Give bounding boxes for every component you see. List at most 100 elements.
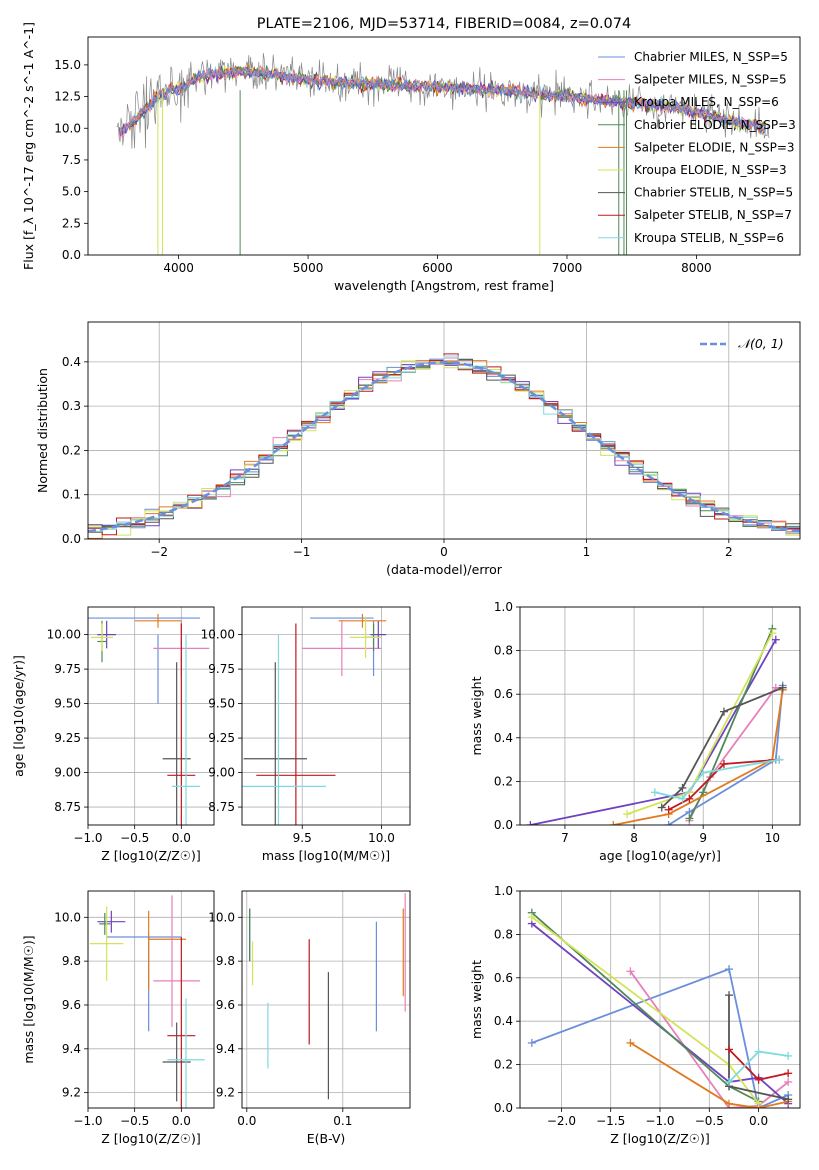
y-tick-label: 0.4: [494, 731, 513, 745]
legend-label: Chabrier STELIB, N_SSP=5: [634, 186, 793, 200]
x-tick-label: 5000: [293, 261, 324, 275]
data-point: [134, 613, 182, 628]
y-tick-label: 9.75: [54, 662, 81, 676]
x-tick-label: 7: [561, 831, 569, 845]
y-tick-label: 5.0: [62, 185, 81, 199]
y-tick-label: 10.00: [201, 628, 235, 642]
panel-spectrum: 4000 5000 6000 7000 8000 0.0 2.5 5.0 7.5 10.0 12.5…: [21, 16, 801, 293]
x-tick-label: 7000: [552, 261, 583, 275]
x-tick-label: 0.0: [237, 1114, 256, 1128]
data-point: [338, 613, 387, 628]
data-point: [349, 616, 382, 659]
y-tick-label: 0.6: [494, 971, 513, 985]
data-point: [97, 910, 126, 933]
weight-line-5: [626, 632, 774, 815]
legend-label: Salpeter ELODIE, N_SSP=3: [634, 140, 795, 154]
y-tick-label: 0.3: [62, 399, 81, 413]
weight-line-2: [531, 922, 789, 1105]
panel-mass-vs-ebv: 0.0 0.1 9.2 9.4 9.6 9.8 10.0 E(B-V): [208, 890, 411, 1146]
marker: [626, 1038, 635, 1047]
weight-line-1: [629, 970, 789, 1108]
axes-frame: [87, 321, 801, 540]
y-tick-label: 9.25: [208, 731, 235, 745]
chart-title: PLATE=2106, MJD=53714, FIBERID=0084, z=0…: [257, 16, 631, 32]
y-tick-label: 0.8: [494, 644, 513, 658]
legend-label: Kroupa STELIB, N_SSP=6: [634, 231, 784, 245]
y-tick-label: 10.0: [54, 121, 81, 135]
weight-line-7: [668, 758, 780, 811]
marker: [685, 814, 694, 823]
data-point: [370, 620, 387, 649]
marker: [527, 913, 536, 922]
panel-mass-vs-Z: −1.0 −0.5 0.0 9.2 9.4 9.6 9.8 10.0 Z [log10(Z/Z☉…: [21, 890, 215, 1146]
y-tick-label: 9.6: [216, 998, 235, 1012]
plot-area: [249, 893, 406, 1100]
y-tick-label: 9.4: [62, 1042, 81, 1056]
marker: [784, 1095, 793, 1104]
axes-frame: [241, 606, 411, 826]
histogram-5: [88, 360, 800, 536]
x-tick-label: 10: [765, 831, 780, 845]
y-tick-label: 0.0: [494, 818, 513, 832]
y-tick-label: 0.2: [494, 774, 513, 788]
x-tick-label: 8: [630, 831, 638, 845]
y-tick-label: 9.00: [54, 766, 81, 780]
x-tick-label: 0: [440, 545, 448, 559]
y-tick-label: 9.4: [216, 1042, 235, 1056]
weight-line-4: [629, 1042, 789, 1108]
normal-curve: [88, 361, 800, 533]
y-tick-label: 9.50: [54, 697, 81, 711]
axes-frame: [519, 890, 801, 1109]
y-tick-label: 0.1: [62, 488, 81, 502]
y-axis-label: age [log10(age/yr)]: [11, 655, 26, 777]
data-point: [99, 912, 111, 935]
data-point: [97, 620, 116, 649]
x-axis-label: age [log10(age/yr)]: [599, 848, 721, 863]
legend-label: Salpeter STELIB, N_SSP=7: [634, 208, 792, 222]
y-tick-label: 9.2: [62, 1086, 81, 1100]
y-tick-label: 7.5: [62, 153, 81, 167]
plot-area: [89, 895, 205, 1108]
marker: [664, 805, 673, 814]
y-tick-label: 8.75: [54, 800, 81, 814]
x-tick-label: 10.0: [368, 831, 395, 845]
y-tick-label: 9.8: [216, 954, 235, 968]
data-point: [256, 623, 336, 825]
y-tick-label: 10.0: [208, 910, 235, 924]
weight-line-6: [661, 686, 784, 809]
y-tick-label: 9.2: [216, 1086, 235, 1100]
data-point: [167, 937, 196, 1108]
weight-line-3: [531, 912, 760, 1103]
marker: [725, 965, 734, 974]
x-tick-label: 0.0: [172, 1114, 191, 1128]
x-tick-label: 9.5: [293, 831, 312, 845]
x-tick-label: −0.5: [120, 831, 149, 845]
plot-area: [88, 613, 210, 825]
x-tick-label: −1.0: [73, 1114, 102, 1128]
marker: [778, 683, 787, 692]
weight-line-2: [530, 639, 777, 825]
y-axis-label: mass weight: [469, 960, 484, 1039]
marker: [784, 1051, 793, 1060]
x-tick-label: −2: [150, 545, 168, 559]
marker: [678, 794, 687, 803]
y-tick-label: 9.25: [54, 731, 81, 745]
y-tick-label: 9.50: [208, 697, 235, 711]
data-point: [89, 906, 124, 981]
marker: [527, 1038, 536, 1047]
y-tick-label: 9.6: [62, 998, 81, 1012]
y-tick-label: 0.0: [494, 1101, 513, 1115]
plot-area: [527, 908, 793, 1108]
y-tick-label: 0.0: [62, 532, 81, 546]
x-axis-label: wavelength [Angstrom, rest frame]: [334, 278, 554, 293]
marker: [678, 783, 687, 792]
y-tick-label: 0.4: [494, 1014, 513, 1028]
legend-label: Chabrier MILES, N_SSP=5: [634, 50, 788, 64]
y-axis-label: Normed distribution: [35, 368, 50, 493]
x-tick-label: −1.5: [596, 1114, 625, 1128]
y-tick-label: 9.75: [208, 662, 235, 676]
x-tick-label: 0.0: [749, 1114, 768, 1128]
plot-area: [242, 613, 387, 825]
axes-frame: [241, 890, 411, 1109]
marker: [623, 810, 632, 819]
